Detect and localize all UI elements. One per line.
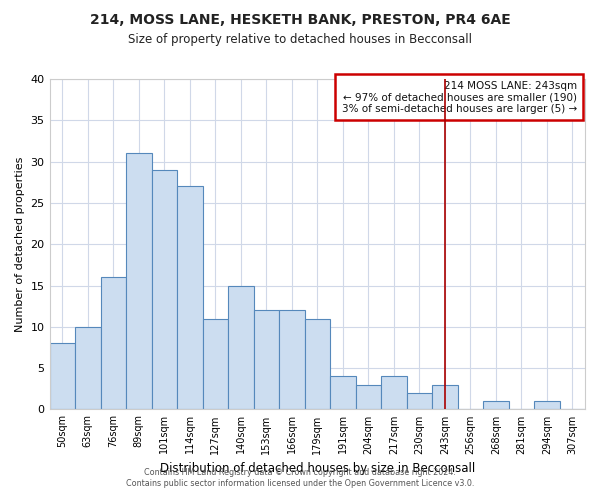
Bar <box>381 376 407 410</box>
Bar <box>407 393 432 409</box>
Bar <box>483 401 509 409</box>
Text: Contains HM Land Registry data © Crown copyright and database right 2024.
Contai: Contains HM Land Registry data © Crown c… <box>126 468 474 487</box>
Bar <box>75 327 101 409</box>
Bar <box>330 376 356 410</box>
Bar <box>203 318 228 410</box>
Text: Size of property relative to detached houses in Becconsall: Size of property relative to detached ho… <box>128 32 472 46</box>
Bar <box>305 318 330 410</box>
Bar <box>152 170 177 410</box>
Y-axis label: Number of detached properties: Number of detached properties <box>15 156 25 332</box>
Text: 214 MOSS LANE: 243sqm
← 97% of detached houses are smaller (190)
3% of semi-deta: 214 MOSS LANE: 243sqm ← 97% of detached … <box>342 80 577 114</box>
Text: 214, MOSS LANE, HESKETH BANK, PRESTON, PR4 6AE: 214, MOSS LANE, HESKETH BANK, PRESTON, P… <box>89 12 511 26</box>
Bar <box>101 278 126 409</box>
Bar <box>126 154 152 410</box>
Bar <box>177 186 203 410</box>
Bar <box>50 344 75 409</box>
Bar <box>254 310 279 410</box>
X-axis label: Distribution of detached houses by size in Becconsall: Distribution of detached houses by size … <box>160 462 475 475</box>
Bar <box>432 384 458 409</box>
Bar <box>356 384 381 409</box>
Bar <box>534 401 560 409</box>
Bar <box>279 310 305 410</box>
Bar <box>228 286 254 410</box>
